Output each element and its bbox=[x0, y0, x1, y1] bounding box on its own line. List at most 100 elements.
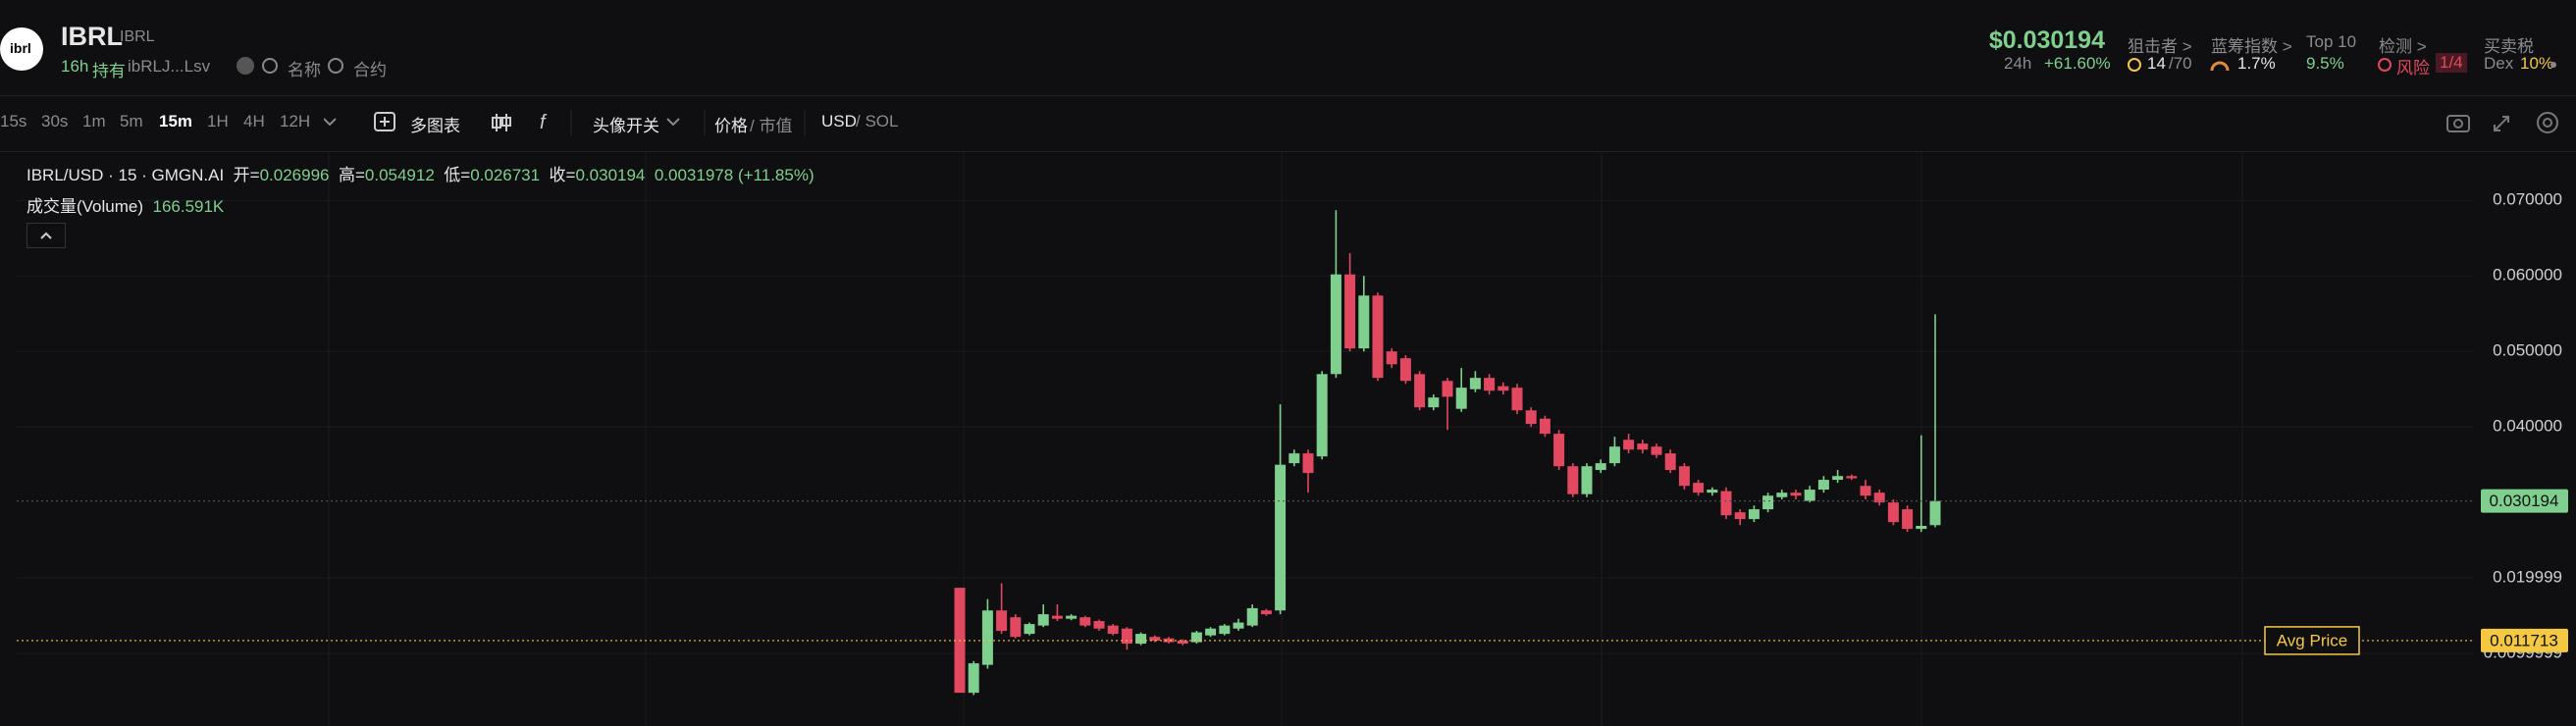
y-tick-label: 0.050000 bbox=[2493, 341, 2562, 360]
ticker: IBRL bbox=[120, 28, 155, 45]
candle-body bbox=[1051, 615, 1063, 619]
candle-body bbox=[1233, 622, 1244, 629]
change: +61.60% bbox=[2044, 54, 2111, 73]
candle-body bbox=[1539, 418, 1551, 435]
low: 0.026731 bbox=[470, 166, 541, 184]
volume-label: 成交量(Volume) bbox=[26, 197, 144, 216]
candle-body bbox=[1135, 634, 1147, 645]
collapse-button[interactable] bbox=[26, 223, 66, 248]
candle-body bbox=[1358, 295, 1370, 349]
price-label-box bbox=[2481, 628, 2568, 652]
candle-body bbox=[1107, 625, 1119, 635]
candle-body bbox=[1553, 434, 1565, 467]
mcap-toggle[interactable]: / 市值 bbox=[750, 117, 793, 135]
price: $0.030194 bbox=[1988, 26, 2105, 54]
candle-body bbox=[1469, 378, 1481, 389]
candle-body bbox=[1846, 476, 1858, 479]
change-period: 24h bbox=[2004, 54, 2032, 73]
candle-body bbox=[1498, 386, 1509, 391]
svg-text:f: f bbox=[540, 112, 548, 133]
y-tick-label: 0.060000 bbox=[2493, 266, 2562, 285]
interval-button[interactable]: 15m bbox=[159, 112, 193, 130]
avg-label: Avg Price bbox=[2277, 631, 2347, 649]
stat-label[interactable]: 检测 > bbox=[2379, 37, 2427, 56]
candle-body bbox=[1302, 453, 1314, 474]
candle-body bbox=[1762, 495, 1774, 510]
interval-button[interactable]: 12H bbox=[280, 112, 311, 130]
candle-body bbox=[1037, 614, 1049, 626]
address[interactable]: ibRLJ...Lsv bbox=[128, 57, 211, 76]
open: 0.026996 bbox=[259, 166, 330, 184]
candle-body bbox=[996, 610, 1008, 632]
open-label: 开= bbox=[233, 166, 260, 184]
stat-badge: 1/4 bbox=[2436, 53, 2467, 73]
candle-body bbox=[1316, 374, 1328, 457]
candle-body bbox=[1734, 512, 1746, 520]
candle-body bbox=[1776, 493, 1788, 497]
header-icons bbox=[237, 57, 343, 75]
ohlc-legend: IBRL/USD · 15 · GMGN.AI 开=0.026996 高=0.0… bbox=[26, 161, 815, 185]
candle-body bbox=[1651, 446, 1662, 455]
candle-body bbox=[1567, 466, 1579, 494]
candle-body bbox=[1804, 490, 1815, 501]
close-label: 收= bbox=[549, 166, 576, 184]
candle-body bbox=[1024, 624, 1035, 635]
candle-body bbox=[1608, 446, 1620, 464]
candle-body bbox=[1121, 628, 1132, 645]
candle-body bbox=[1079, 617, 1091, 626]
interval-button[interactable]: 5m bbox=[120, 112, 143, 130]
candle-body bbox=[1664, 453, 1676, 471]
candle-body bbox=[1860, 486, 1871, 496]
volume-legend: 成交量(Volume) 166.591K bbox=[26, 192, 224, 217]
high: 0.054912 bbox=[364, 166, 435, 184]
candle-body bbox=[1219, 625, 1231, 635]
stat-label[interactable]: 狙击者 > bbox=[2128, 37, 2192, 56]
stat-label: 买卖税 bbox=[2484, 37, 2534, 56]
chart-tools[interactable] bbox=[2444, 109, 2566, 136]
y-tick-label: 0.040000 bbox=[2493, 417, 2562, 436]
candle-body bbox=[1693, 483, 1705, 493]
candle-body bbox=[1525, 410, 1537, 425]
toolbar-icons: f bbox=[324, 110, 806, 135]
low-label: 低= bbox=[444, 166, 471, 184]
candle-body bbox=[1372, 295, 1384, 379]
stat-label[interactable]: 蓝筹指数 > bbox=[2211, 37, 2292, 56]
interval-button[interactable]: 1m bbox=[82, 112, 106, 130]
candle-body bbox=[1275, 464, 1287, 611]
interval-button[interactable]: 1H bbox=[207, 112, 229, 130]
divider bbox=[0, 95, 2576, 96]
candle-body bbox=[1386, 351, 1397, 365]
candle-body bbox=[1511, 388, 1523, 411]
stat-extra: 10% bbox=[2520, 54, 2554, 73]
logo-text: ibrl bbox=[10, 40, 31, 56]
sol-toggle[interactable]: / SOL bbox=[856, 112, 899, 130]
candle-body bbox=[1149, 637, 1161, 642]
avatar-toggle[interactable]: 头像开关 bbox=[593, 117, 659, 135]
candle-body bbox=[1790, 493, 1802, 496]
stat-value: 9.5% bbox=[2306, 54, 2344, 73]
candle-body bbox=[1010, 617, 1022, 638]
candle-body bbox=[981, 610, 993, 665]
stat-label: Top 10 bbox=[2306, 32, 2357, 51]
stat-value: 14 bbox=[2147, 54, 2166, 73]
avg-label-box bbox=[2264, 626, 2360, 655]
y-tick-label: 0.019999 bbox=[2493, 568, 2562, 587]
price-toggle[interactable]: 价格 bbox=[714, 117, 748, 135]
volume: 166.591K bbox=[152, 197, 225, 216]
interval-button[interactable]: 15s bbox=[0, 112, 27, 130]
candle-body bbox=[1916, 526, 1927, 530]
interval-button[interactable]: 4H bbox=[243, 112, 265, 130]
usd-toggle[interactable]: USD bbox=[821, 112, 857, 130]
candle-body bbox=[1484, 378, 1496, 391]
price-label: 0.011713 bbox=[2490, 631, 2558, 649]
multi-chart[interactable]: 多图表 bbox=[410, 117, 460, 135]
high-label: 高= bbox=[338, 166, 365, 184]
candle-body bbox=[1344, 274, 1356, 349]
candle-body bbox=[1748, 509, 1760, 520]
search-name[interactable]: 名称 bbox=[288, 61, 321, 79]
stat-value: 1.7% bbox=[2237, 54, 2276, 73]
candle-body bbox=[1832, 476, 1844, 481]
search-contract[interactable]: 合约 bbox=[353, 61, 387, 79]
interval-button[interactable]: 30s bbox=[41, 112, 69, 130]
